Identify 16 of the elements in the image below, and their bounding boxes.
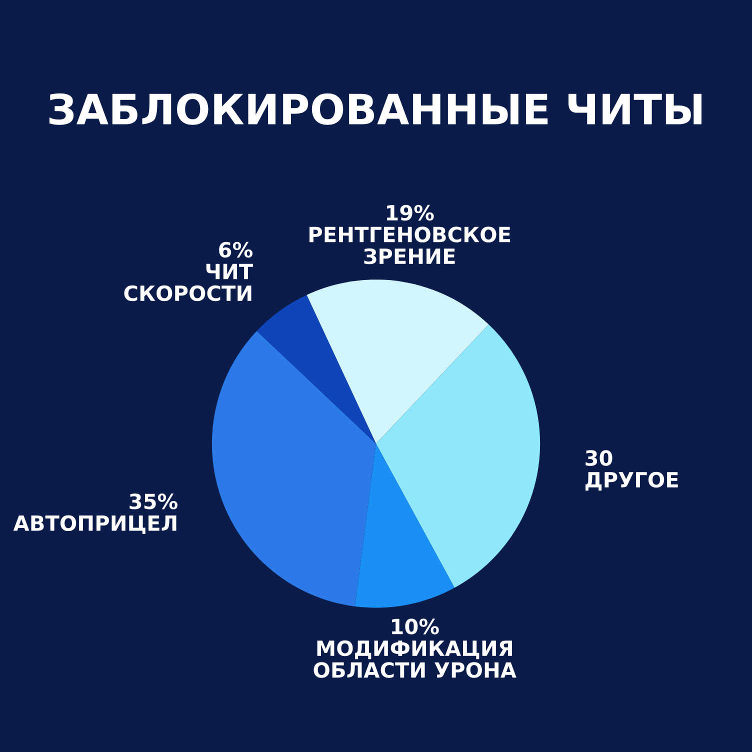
slice-label: ДРУГОЕ bbox=[586, 472, 678, 491]
data-label: 35% bbox=[130, 494, 178, 510]
data-label: 10% bbox=[392, 618, 439, 634]
pie-slice bbox=[256, 294, 376, 444]
slice-label: РЕНТГЕНОВСКОЕ ЗРЕНИЕ bbox=[310, 226, 510, 264]
slice-label: МОДИФИКАЦИЯ ОБЛАСТИ УРОНА bbox=[314, 640, 516, 678]
chart-title: ЗАБЛОКИРОВАННЫЕ ЧИТЫ bbox=[49, 93, 702, 125]
pie-slice bbox=[376, 324, 540, 588]
pie-slice bbox=[306, 280, 489, 444]
slice-label: ЧИТ СКОРОСТИ bbox=[124, 264, 254, 302]
slice-label: АВТОПРИЦЕЛ bbox=[13, 515, 176, 534]
pie-slice bbox=[212, 330, 376, 606]
data-label: 30 bbox=[586, 450, 612, 466]
data-label: 6% bbox=[219, 242, 252, 258]
data-label: 19% bbox=[386, 204, 434, 221]
pie-slice bbox=[354, 444, 455, 608]
